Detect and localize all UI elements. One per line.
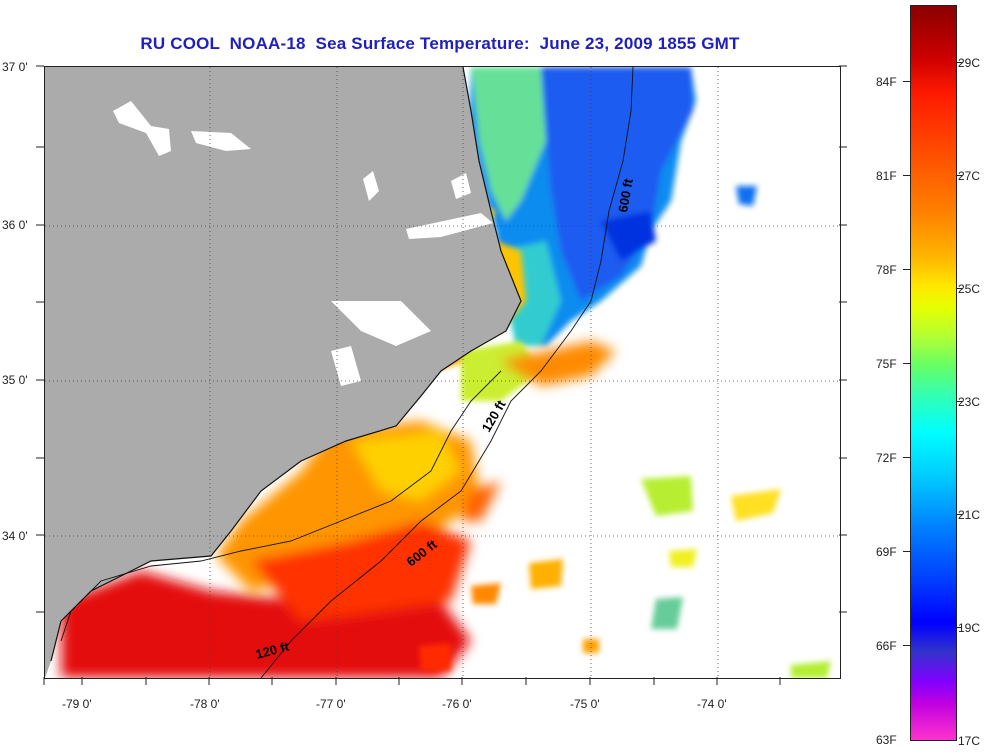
colorbar-c-23: 23C [958,395,981,409]
colorbar-c-21: 21C [958,508,981,522]
lon-label-76: -76 0' [442,697,472,711]
map-title: RU COOL NOAA-18 Sea Surface Temperature:… [140,34,740,53]
sst-map-svg: 600 ft 120 ft 600 ft 120 ft [45,67,840,678]
colorbar-f-81: 81F [876,169,897,183]
colorbar-f-75: 75F [876,357,897,371]
colorbar-f-84: 84F [876,75,897,89]
contour-600ft [260,67,634,678]
colorbar-f-63: 63F [876,733,897,747]
colorbar-f-78: 78F [876,263,897,277]
colorbar-c-25: 25C [958,282,981,296]
lon-label-79: -79 0' [62,697,92,711]
colorbar-c-17: 17C [958,734,981,748]
colorbar-tick [903,457,910,458]
colorbar-f-69: 69F [876,545,897,559]
lat-label-34: 34 0' [2,529,28,543]
colorbar-tick [903,269,910,270]
graticule [45,67,840,678]
offshore-patches [419,476,831,678]
colorbar-tick [903,81,910,82]
colorbar-c-27: 27C [958,169,981,183]
colorbar-tick [956,62,962,63]
colorbar-f-66: 66F [876,639,897,653]
lat-label-36: 36 0' [2,218,28,232]
colorbar-f-72: 72F [876,451,897,465]
colorbar-tick [956,288,962,289]
lat-label-35: 35 0' [2,373,28,387]
coastline [50,67,522,662]
sst-map: 600 ft 120 ft 600 ft 120 ft [44,66,841,679]
colorbar-tick [956,514,962,515]
warm-water-region [61,341,616,678]
lat-label-37: 37 0' [2,60,28,74]
colorbar-tick [903,645,910,646]
inland-water [113,101,493,386]
lon-label-74: -74 0' [697,697,727,711]
colorbar-tick [903,363,910,364]
lon-label-75: -75 0' [570,697,600,711]
depth-contours [50,67,634,678]
land-mass [45,67,521,678]
colorbar-c-19: 19C [958,621,981,635]
contour-label-600ft-north: 600 ft [615,177,636,214]
contour-120ft [60,370,502,642]
colorbar-tick [903,551,910,552]
colorbar-tick [903,175,910,176]
lon-label-78: -78 0' [190,697,220,711]
temperature-colorbar [910,5,957,741]
colorbar-tick [956,401,962,402]
colorbar-c-29: 29C [958,56,981,70]
lon-label-77: -77 0' [316,697,346,711]
colorbar-tick [956,175,962,176]
colorbar-tick [956,627,962,628]
